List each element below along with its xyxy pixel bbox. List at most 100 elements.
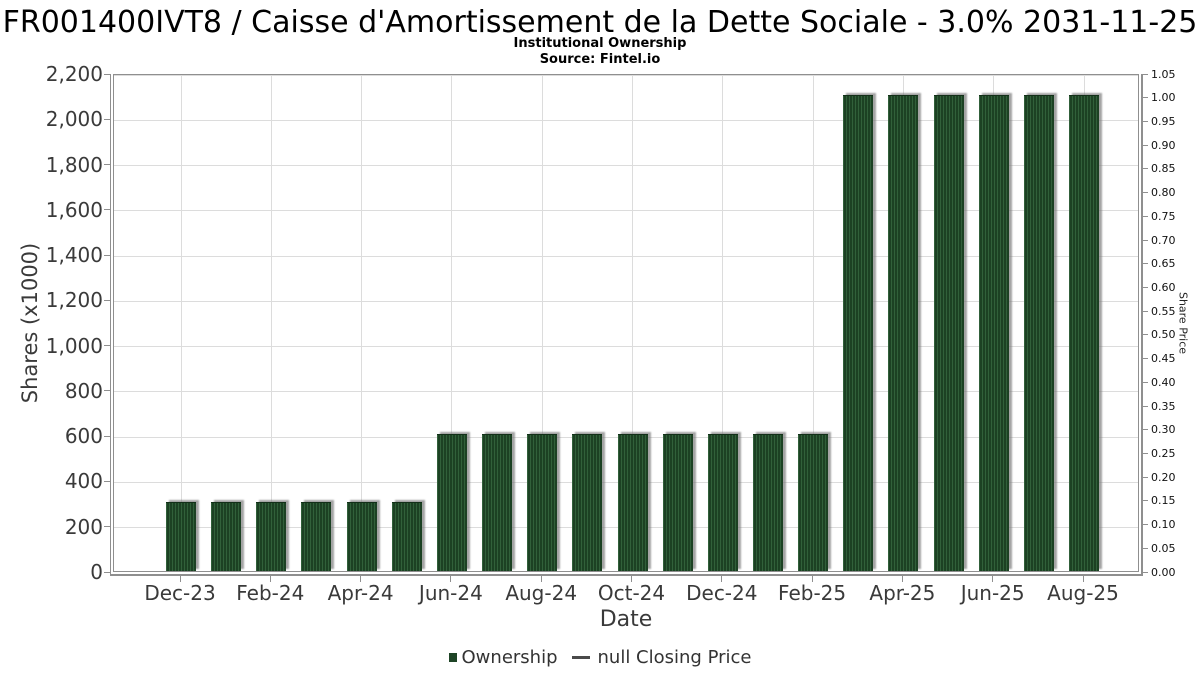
right-axis-tick-label: 0.75: [1151, 209, 1176, 223]
vertical-gridline: [722, 75, 724, 571]
ownership-bar-Jun-25: [978, 94, 1009, 571]
ownership-legend-label: Ownership: [461, 646, 558, 668]
x-axis-tick-label: Apr-25: [869, 581, 936, 605]
horizontal-gridline: [114, 119, 1138, 121]
right-axis-tick: [1142, 192, 1148, 194]
ownership-bar-Jul-24: [482, 434, 513, 571]
vertical-gridline: [451, 75, 453, 571]
right-axis-tick: [1142, 286, 1148, 288]
x-axis-tick-label: Apr-24: [327, 581, 394, 605]
y-axis-tick: [103, 254, 110, 256]
closing-price-legend-label: null Closing Price: [597, 646, 752, 668]
y-axis-tick-label: 1,600: [45, 197, 103, 222]
right-axis-tick-label: 0.95: [1151, 114, 1176, 128]
horizontal-gridline: [114, 210, 1138, 212]
bottom-axis-spine: [109, 574, 1143, 576]
vertical-gridline: [632, 75, 633, 571]
right-axis-tick: [1142, 405, 1148, 407]
horizontal-gridline: [114, 300, 1138, 302]
ownership-bar-Jan-25: [752, 434, 783, 571]
right-axis-tick: [1142, 73, 1148, 75]
right-axis-tick: [1142, 381, 1148, 383]
chart-title: FR001400IVT8 / Caisse d'Amortissement de…: [2, 5, 1198, 40]
right-axis-tick: [1142, 476, 1148, 478]
x-axis-tick-label: Feb-25: [778, 581, 847, 605]
right-axis-tick-label: 0.35: [1151, 399, 1176, 413]
chart-source: Source: Fintel.io: [539, 52, 661, 67]
right-axis-tick-label: 0.15: [1151, 494, 1176, 508]
ownership-bar-Aug-25: [1069, 94, 1099, 571]
vertical-gridline: [812, 75, 814, 571]
x-axis-tick: [992, 575, 994, 582]
ownership-bar-Feb-25: [798, 434, 829, 571]
x-axis-tick-label: Dec-23: [144, 581, 216, 605]
y-axis-tick: [103, 164, 110, 166]
y-axis-tick-label: 0: [90, 560, 103, 584]
ownership-bar-Mar-25: [843, 94, 874, 571]
y-axis-tick: [103, 390, 110, 392]
x-axis-tick: [360, 575, 362, 582]
right-axis-tick-label: 0.85: [1151, 162, 1176, 176]
right-axis-tick: [1142, 571, 1148, 573]
horizontal-gridline: [114, 255, 1138, 257]
y-axis-tick-label: 600: [64, 424, 103, 449]
vertical-gridline: [180, 75, 182, 571]
y-axis-tick: [103, 435, 110, 437]
right-axis-tick: [1142, 334, 1148, 336]
horizontal-gridline: [114, 74, 1138, 76]
right-axis-tick: [1142, 120, 1148, 122]
x-axis-tick: [901, 575, 903, 582]
y-axis-tick: [103, 345, 110, 347]
legend: Ownership null Closing Price: [0, 645, 1200, 669]
y-axis-tick-label: 1,000: [45, 333, 103, 358]
right-axis-tick: [1142, 168, 1148, 170]
x-axis-tick: [1082, 575, 1084, 582]
ownership-bar-Jul-25: [1023, 94, 1054, 571]
right-axis-tick: [1142, 239, 1148, 241]
ownership-bar-Jan-24: [211, 502, 242, 571]
y-axis-tick-label: 1,800: [45, 152, 103, 177]
y-axis-tick: [103, 209, 110, 211]
right-axis-tick: [1142, 524, 1148, 526]
x-axis-tick: [450, 575, 452, 582]
x-axis-tick: [631, 575, 632, 582]
x-axis-tick: [269, 575, 271, 582]
y-axis-tick-label: 2,200: [45, 62, 103, 86]
ownership-bar-Oct-24: [617, 434, 648, 571]
right-axis-tick: [1142, 263, 1148, 265]
right-axis-tick-label: 0.90: [1151, 138, 1176, 152]
ownership-bar-Feb-24: [256, 502, 287, 571]
ownership-bar-Jun-24: [436, 434, 467, 571]
right-axis-tick: [1142, 97, 1148, 99]
right-axis-tick-label: 0.50: [1151, 328, 1176, 342]
horizontal-gridline: [114, 391, 1138, 393]
y-axis-tick-label: 400: [64, 469, 103, 494]
x-axis-tick-label: Feb-24: [236, 581, 305, 605]
y-axis-tick: [103, 73, 110, 75]
ownership-bar-Apr-24: [346, 502, 377, 571]
ownership-bar-Dec-23: [166, 502, 196, 571]
right-axis-tick-label: 0.55: [1151, 304, 1176, 318]
ownership-bar-Apr-25: [888, 94, 919, 571]
y-axis-title-share-price: Share Price: [1176, 291, 1190, 355]
right-axis-tick-label: 0.20: [1151, 470, 1176, 484]
ownership-bar-Mar-24: [301, 502, 332, 571]
right-axis-tick-label: 0.70: [1151, 233, 1176, 247]
y-axis-tick: [103, 526, 110, 528]
horizontal-gridline: [114, 346, 1138, 348]
y-axis-tick-label: 200: [64, 514, 103, 539]
x-axis-tick-label: Aug-24: [505, 581, 578, 605]
vertical-gridline: [361, 75, 363, 571]
right-axis-spine: [1141, 74, 1143, 575]
right-axis-tick: [1142, 215, 1148, 217]
y-axis-tick-label: 800: [64, 378, 103, 403]
right-axis-tick: [1142, 358, 1148, 360]
right-axis-tick-label: 0.30: [1151, 423, 1176, 437]
right-axis-tick-label: 0.60: [1151, 280, 1176, 294]
right-axis-tick-label: 0.25: [1151, 446, 1176, 460]
x-axis-title-date: Date: [599, 607, 653, 632]
x-axis-tick-label: Jun-25: [960, 581, 1025, 605]
y-axis-tick: [103, 118, 110, 120]
y-axis-tick: [103, 480, 110, 482]
